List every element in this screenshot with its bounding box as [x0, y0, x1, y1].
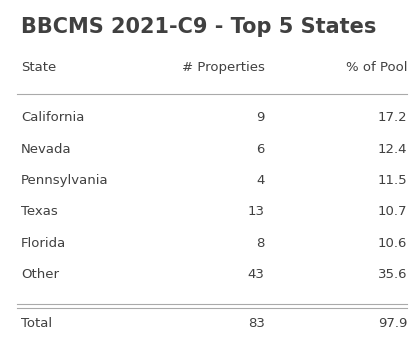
- Text: 10.7: 10.7: [378, 206, 407, 218]
- Text: 35.6: 35.6: [378, 268, 407, 281]
- Text: 11.5: 11.5: [378, 174, 407, 187]
- Text: 12.4: 12.4: [378, 143, 407, 156]
- Text: 6: 6: [256, 143, 265, 156]
- Text: 9: 9: [256, 112, 265, 124]
- Text: # Properties: # Properties: [182, 61, 265, 74]
- Text: 4: 4: [256, 174, 265, 187]
- Text: 10.6: 10.6: [378, 237, 407, 250]
- Text: California: California: [21, 112, 84, 124]
- Text: 17.2: 17.2: [378, 112, 407, 124]
- Text: Florida: Florida: [21, 237, 66, 250]
- Text: 13: 13: [248, 206, 265, 218]
- Text: 8: 8: [256, 237, 265, 250]
- Text: Nevada: Nevada: [21, 143, 72, 156]
- Text: 43: 43: [248, 268, 265, 281]
- Text: State: State: [21, 61, 56, 74]
- Text: 83: 83: [248, 317, 265, 330]
- Text: Total: Total: [21, 317, 52, 330]
- Text: Other: Other: [21, 268, 59, 281]
- Text: 97.9: 97.9: [378, 317, 407, 330]
- Text: Pennsylvania: Pennsylvania: [21, 174, 109, 187]
- Text: % of Pool: % of Pool: [346, 61, 407, 74]
- Text: BBCMS 2021-C9 - Top 5 States: BBCMS 2021-C9 - Top 5 States: [21, 17, 376, 37]
- Text: Texas: Texas: [21, 206, 58, 218]
